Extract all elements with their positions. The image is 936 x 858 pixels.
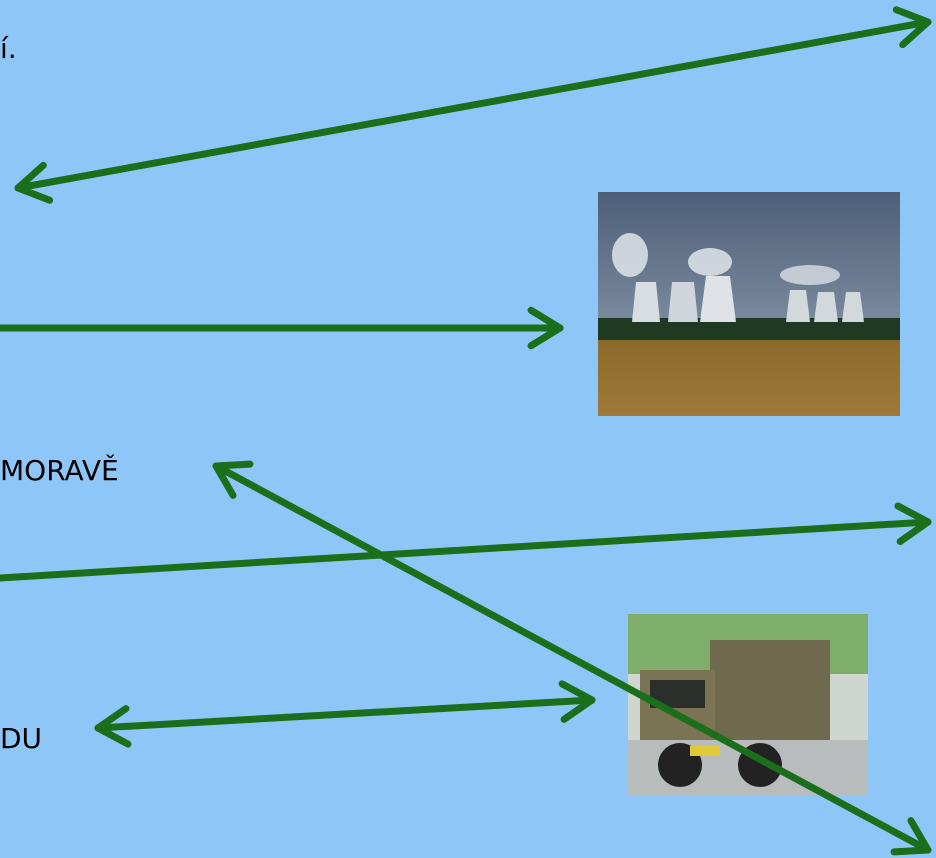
- label: í.: [0, 32, 17, 65]
- arrow: [0, 522, 928, 578]
- arrow: [98, 700, 592, 728]
- power-plant-photo: [598, 192, 900, 416]
- label: DU: [0, 722, 42, 755]
- label: MORAVĚ: [0, 453, 119, 487]
- slide-canvas: í. MORAVĚ DU: [0, 0, 936, 858]
- arrow: [18, 22, 928, 188]
- slide: í. MORAVĚ DU (() => { const data = JSON.…: [0, 0, 936, 858]
